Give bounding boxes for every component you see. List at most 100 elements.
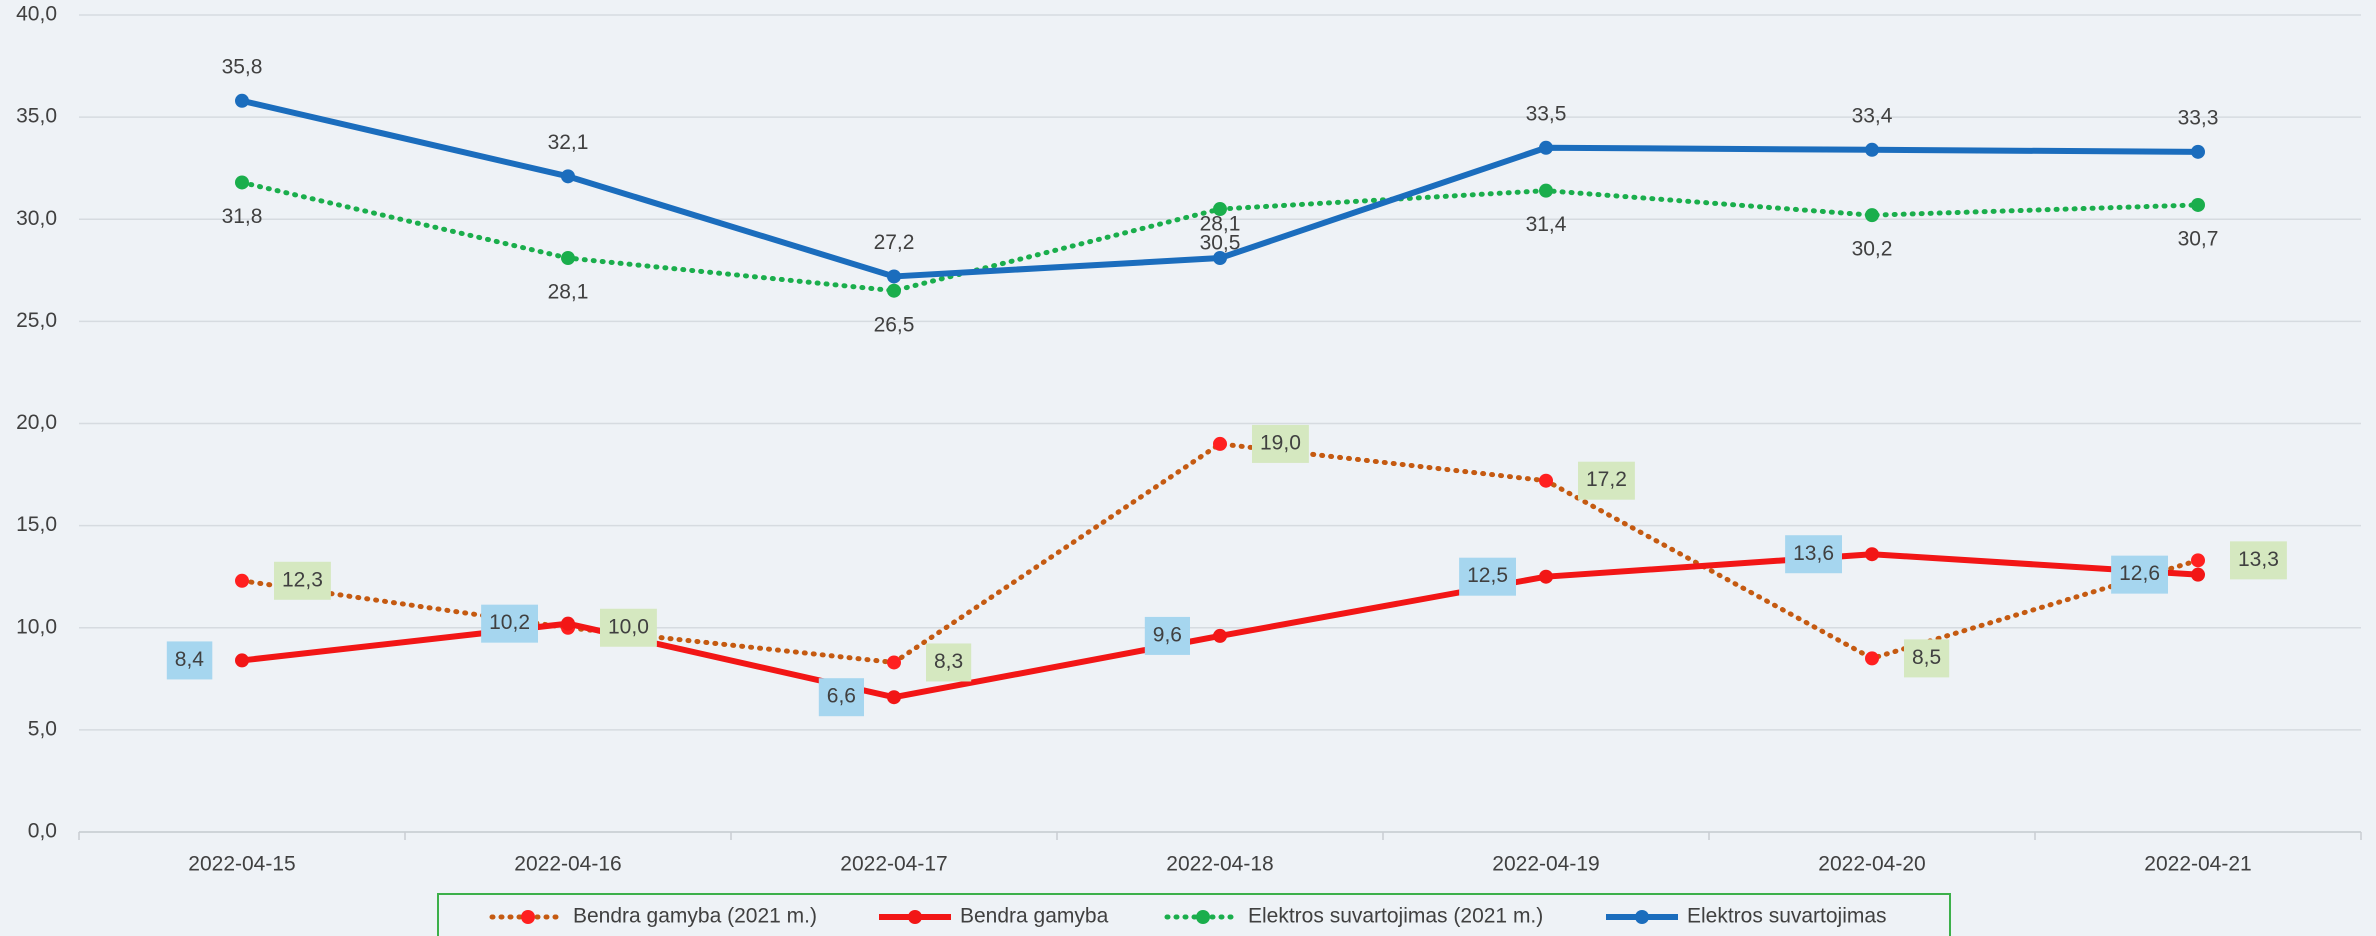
data-label-background	[1578, 461, 1635, 500]
data-point	[2191, 144, 2205, 159]
data-label: 17,2	[1586, 468, 1627, 491]
data-point	[1865, 142, 1879, 157]
legend-label: Elektros suvartojimas (2021 m.)	[1248, 905, 1543, 928]
data-label: 10,0	[608, 615, 649, 638]
data-label-background	[1904, 639, 1950, 678]
y-tick-label: 10,0	[16, 615, 57, 638]
legend-label: Elektros suvartojimas	[1687, 905, 1887, 928]
data-label-background	[926, 643, 972, 682]
data-point	[235, 93, 249, 108]
data-point	[1213, 436, 1227, 451]
data-label: 6,6	[827, 685, 856, 708]
data-label: 19,0	[1260, 431, 1301, 454]
data-point	[1865, 208, 1879, 223]
legend-marker	[521, 910, 535, 924]
data-label: 32,1	[548, 131, 589, 154]
data-point	[887, 283, 901, 298]
data-point	[2191, 567, 2205, 582]
data-label: 27,2	[874, 231, 915, 254]
data-point	[1539, 183, 1553, 198]
data-label: 33,5	[1526, 102, 1567, 125]
data-point	[235, 175, 249, 190]
data-label: 12,3	[282, 568, 323, 591]
data-labels: 12,3 10,0 8,3 19,0 17,2 8,5 13,3 8,4 10,2 6,6 9,6 1…	[166, 55, 2287, 717]
data-label: 10,2	[489, 611, 530, 634]
legend-marker	[1196, 910, 1210, 924]
data-point	[2191, 553, 2205, 568]
data-point	[561, 251, 575, 266]
x-tick-label: 2022-04-19	[1492, 853, 1599, 876]
data-label: 30,7	[2178, 227, 2219, 250]
data-label: 9,6	[1153, 623, 1182, 646]
data-point	[887, 655, 901, 670]
plot-area	[235, 93, 2205, 705]
x-tick-label: 2022-04-17	[840, 853, 947, 876]
y-tick-label: 30,0	[16, 207, 57, 230]
data-label: 33,4	[1852, 104, 1893, 127]
data-label: 8,3	[934, 650, 963, 673]
data-label-background	[1252, 424, 1309, 463]
legend-label: Bendra gamyba	[960, 905, 1109, 928]
data-label: 13,6	[1793, 542, 1834, 565]
data-label: 8,4	[175, 648, 205, 671]
data-label: 31,4	[1526, 213, 1567, 236]
y-tick-label: 0,0	[28, 820, 57, 843]
data-label: 28,1	[548, 281, 589, 304]
data-label-background	[2230, 541, 2287, 580]
data-label: 35,8	[222, 55, 263, 78]
y-tick-label: 40,0	[16, 3, 57, 26]
data-label-background	[1459, 557, 1516, 596]
data-label-background	[166, 641, 213, 680]
legend-marker	[908, 910, 922, 924]
data-label: 31,8	[222, 205, 263, 228]
data-point	[887, 269, 901, 284]
data-label: 8,5	[1912, 646, 1941, 669]
data-label: 30,5	[1200, 232, 1241, 255]
x-tick-label: 2022-04-16	[514, 853, 621, 876]
legend-frame	[437, 893, 1951, 936]
data-label: 28,1	[1200, 213, 1241, 236]
data-point	[1865, 651, 1879, 666]
data-point	[1539, 569, 1553, 584]
data-label: 12,5	[1467, 564, 1508, 587]
x-tick-label: 2022-04-18	[1166, 853, 1273, 876]
data-label: 30,2	[1852, 238, 1893, 261]
legend-label: Bendra gamyba (2021 m.)	[573, 905, 817, 928]
data-point	[1213, 251, 1227, 266]
x-tick-label: 2022-04-20	[1818, 853, 1925, 876]
grid: 0,0 5,0 10,0 15,0 20,0 25,0 30,0 35,0 40,0 2022-0…	[16, 3, 2362, 876]
y-tick-label: 5,0	[28, 717, 57, 740]
data-point	[1865, 547, 1879, 562]
y-tick-label: 25,0	[16, 309, 57, 332]
data-point	[887, 690, 901, 705]
data-point	[1213, 202, 1227, 217]
x-tick-label: 2022-04-15	[188, 853, 295, 876]
data-point	[561, 169, 575, 184]
data-label-background	[2111, 555, 2168, 594]
data-point	[2191, 197, 2205, 212]
legend: Bendra gamyba (2021 m.) Bendra gamyba Elek…	[489, 905, 1887, 928]
data-label-background	[1144, 616, 1190, 655]
y-tick-label: 20,0	[16, 411, 57, 434]
data-point	[561, 616, 575, 631]
data-label: 12,6	[2119, 562, 2160, 585]
data-point	[235, 653, 249, 668]
data-point	[235, 573, 249, 588]
data-label-background	[481, 604, 538, 643]
data-point	[1539, 473, 1553, 488]
data-label-background	[600, 608, 657, 647]
data-label-background	[274, 561, 331, 600]
data-label: 13,3	[2238, 548, 2279, 571]
data-point	[1539, 140, 1553, 155]
data-label-background	[818, 678, 864, 717]
data-label-background	[1785, 535, 1842, 574]
y-tick-label: 35,0	[16, 105, 57, 128]
legend-marker	[1635, 910, 1649, 924]
data-label: 26,5	[874, 313, 915, 336]
data-point	[1213, 628, 1227, 643]
x-tick-label: 2022-04-21	[2144, 853, 2251, 876]
y-tick-label: 15,0	[16, 513, 57, 536]
data-label: 33,3	[2178, 106, 2219, 129]
